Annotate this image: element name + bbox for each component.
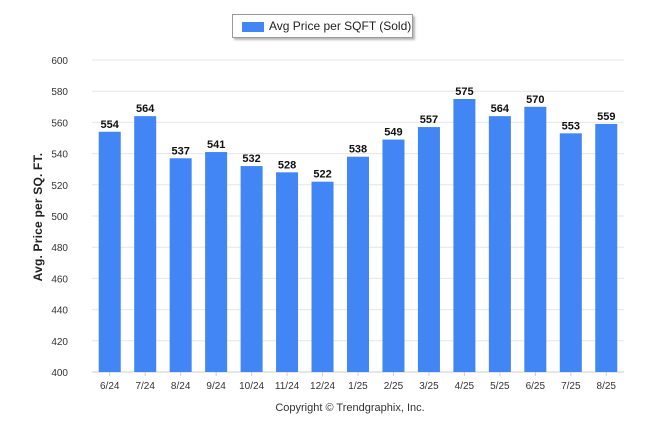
data-label: 541 [207,139,225,151]
x-tick-label: 8/24 [171,381,191,392]
bar [276,172,299,372]
bar [524,106,547,373]
bar [595,123,618,373]
bar [347,156,369,372]
copyright-text: Copyright © Trendgraphix, Inc. [275,402,425,414]
x-tick-label: 5/25 [490,381,510,392]
data-label: 564 [491,103,510,115]
y-tick-label: 600 [51,56,68,67]
bar [453,99,476,372]
x-tick-label: 9/24 [206,381,226,392]
y-tick-label: 480 [51,243,68,254]
legend-swatch [242,22,264,32]
x-tick-label: 6/25 [526,381,546,392]
bar [488,116,511,372]
data-label: 557 [420,114,438,126]
x-tick-label: 8/25 [597,381,617,392]
data-label: 564 [136,103,155,115]
y-tick-label: 560 [51,118,68,129]
y-tick-label: 460 [51,274,68,285]
data-label: 549 [384,127,402,139]
x-tick-label: 1/25 [348,381,368,392]
x-tick-label: 11/24 [275,381,300,392]
y-axis-ticks: 400 420 440 460 480 500 520 540 560 580 600 [51,56,68,379]
bar [169,158,192,372]
bar [559,133,582,372]
data-labels: 554 564 537 541 532 528 522 538 549 557 575 564 570 5… [101,86,616,181]
bar [382,139,405,372]
data-label: 554 [101,119,120,131]
y-tick-label: 420 [51,337,68,348]
y-tick-label: 580 [51,87,68,98]
data-label: 570 [526,94,544,106]
data-label: 537 [171,145,189,157]
data-label: 528 [278,159,296,171]
data-label: 553 [562,120,580,132]
x-tick-label: 7/24 [135,381,155,392]
data-label: 559 [597,111,615,123]
bar [205,152,228,372]
x-tick-label: 4/25 [455,381,475,392]
bar [417,127,440,372]
data-label: 538 [349,144,367,156]
x-tick-label: 3/25 [419,381,439,392]
y-axis-label: Avg. Price per SQ. FT. [31,152,45,282]
x-tick-label: 6/24 [100,381,120,392]
x-tick-label: 12/24 [310,381,335,392]
y-tick-label: 500 [51,212,68,223]
y-tick-label: 520 [51,181,68,192]
bar [240,166,263,372]
bar [98,131,121,372]
bars [98,99,618,373]
data-label: 532 [242,153,260,165]
data-label: 522 [313,169,331,181]
bar [134,116,157,372]
x-tick-label: 7/25 [561,381,581,392]
x-axis-ticks: 6/24 7/24 8/24 9/24 10/24 11/24 12/24 1/25 2/25 3… [100,372,616,392]
x-tick-label: 2/25 [384,381,404,392]
legend-label: Avg Price per SQFT (Sold) [269,19,412,33]
x-tick-label: 10/24 [239,381,264,392]
y-tick-label: 400 [51,368,68,379]
y-tick-label: 440 [51,306,68,317]
legend: Avg Price per SQFT (Sold) [232,14,413,38]
bar [311,181,334,372]
y-tick-label: 540 [51,150,68,161]
data-label: 575 [455,86,473,98]
